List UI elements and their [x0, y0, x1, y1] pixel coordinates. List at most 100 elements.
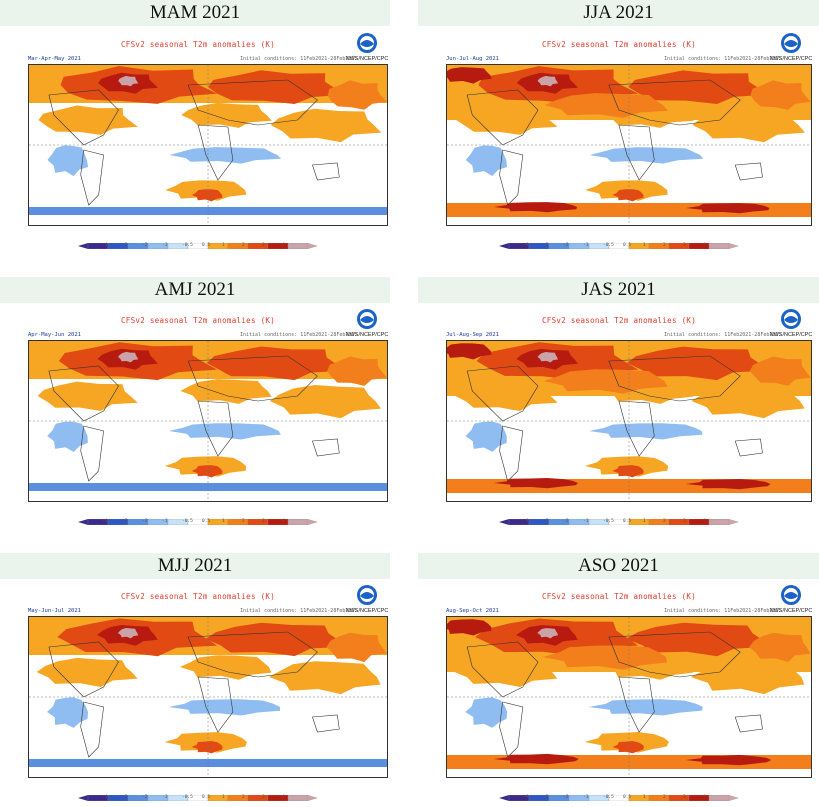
coastline [608, 631, 741, 678]
anomaly-region [191, 189, 223, 202]
colorbar-tick-label: 2 [663, 795, 666, 800]
colorbar-tick-label: -0.5 [603, 795, 614, 800]
colorbar [499, 512, 739, 526]
anomaly-region [191, 741, 223, 754]
anomaly-region [36, 657, 138, 687]
colorbar-tick-label: -1 [162, 519, 168, 524]
colorbar-tick-label: -1 [583, 519, 589, 524]
initial-conditions-label: Initial conditions: 11Feb2021-28Feb2021 [240, 56, 358, 62]
noaa-logo: NWS/NCEP/CPC [770, 32, 812, 62]
colorbar-tick-label: 4 [282, 795, 285, 800]
anomaly-region [493, 478, 578, 489]
colorbar-tick-label: -3 [543, 519, 549, 524]
colorbar-arrow-low [78, 519, 88, 525]
colorbar-tick-label: 1 [222, 519, 225, 524]
coastline [466, 365, 539, 422]
colorbar-tick-label: -1 [583, 795, 589, 800]
anomaly-region [612, 189, 644, 202]
coastline [734, 162, 763, 181]
anomaly-region [465, 145, 507, 176]
coastline [187, 631, 318, 678]
panel-title-amj: AMJ 2021 [154, 279, 236, 300]
colorbar-tick-label: 3 [683, 519, 686, 524]
noaa-logo-icon [357, 33, 377, 53]
colorbar-tick-labels: -4 -3 -2 -1 -0.5 0.5 1 2 3 4 [499, 243, 739, 249]
colorbar-tick-label: 0.5 [202, 243, 211, 248]
colorbar-tick-label: -4 [523, 795, 529, 800]
anomaly-map [28, 616, 388, 778]
colorbar-tick-label: -4 [102, 519, 108, 524]
coastline [197, 676, 234, 733]
colorbar-tick-label: 0.5 [623, 243, 632, 248]
colorbar-tick-label: -3 [122, 243, 128, 248]
anomaly-region [589, 423, 703, 440]
colorbar [78, 512, 318, 526]
anomaly-region [544, 93, 669, 118]
anomaly-region [493, 753, 579, 765]
anomaly-region [37, 381, 138, 411]
title-band-mjj: MJJ 2021 [0, 553, 390, 579]
anomaly-region [269, 385, 381, 419]
coastline [197, 400, 234, 457]
anomaly-region [179, 655, 272, 680]
anomaly-region [628, 70, 770, 104]
anomaly-region [589, 147, 704, 164]
anomaly-map [28, 340, 388, 502]
coastline [187, 355, 318, 402]
colorbar-arrow-high [308, 795, 318, 801]
map-panel-aso: CFSv2 seasonal T2m anomalies (K) NWS/NCEP… [424, 584, 814, 802]
anomaly-region [180, 379, 272, 404]
colorbar-tick-label: 3 [683, 243, 686, 248]
coastline [618, 124, 655, 181]
anomaly-region [749, 356, 811, 386]
initial-conditions-label: Initial conditions: 11Feb2021-28Feb2021 [240, 608, 358, 614]
anomaly-region [47, 421, 88, 452]
colorbar-tick-label: 1 [222, 795, 225, 800]
noaa-logo: NWS/NCEP/CPC [770, 308, 812, 338]
coastline [499, 425, 524, 482]
anomaly-region [455, 381, 558, 411]
map-title: CFSv2 seasonal T2m anomalies (K) [541, 40, 697, 49]
panel-title-mjj: MJJ 2021 [157, 555, 233, 576]
initial-conditions-label: Initial conditions: 11Feb2021-28Feb2021 [664, 332, 782, 338]
title-band-mam: MAM 2021 [0, 0, 390, 26]
anomaly-region [454, 658, 558, 687]
coastline [197, 124, 234, 181]
anomaly-region [543, 645, 667, 670]
coastline [618, 400, 655, 457]
map-title: CFSv2 seasonal T2m anomalies (K) [120, 40, 276, 49]
colorbar-tick-label: 0.5 [202, 795, 211, 800]
logo-text: NWS/NCEP/CPC [769, 56, 813, 62]
colorbar-tick-label: -0.5 [182, 519, 193, 524]
title-band-amj: AMJ 2021 [0, 277, 390, 303]
map-panel-mjj: CFSv2 seasonal T2m anomalies (K) NWS/NCEP… [6, 584, 390, 802]
noaa-logo-icon [781, 585, 801, 605]
colorbar-tick-label: 3 [683, 795, 686, 800]
colorbar-arrow-low [499, 243, 509, 249]
anomaly-region [685, 203, 770, 214]
anomaly-region [169, 147, 282, 164]
colorbar-tick-labels: -4 -3 -2 -1 -0.5 0.5 1 2 3 4 [78, 795, 318, 801]
noaa-logo-icon [357, 585, 377, 605]
colorbar-arrow-low [78, 795, 88, 801]
coastline [466, 89, 539, 146]
initial-conditions-label: Initial conditions: 11Feb2021-28Feb2021 [664, 56, 782, 62]
title-band-jas: JAS 2021 [418, 277, 819, 303]
map-panel-jja: CFSv2 seasonal T2m anomalies (K) NWS/NCEP… [424, 32, 814, 252]
colorbar-tick-label: 0.5 [623, 795, 632, 800]
anomaly-region [208, 70, 347, 104]
colorbar-tick-label: 0.5 [202, 519, 211, 524]
anomaly-region [465, 697, 508, 728]
coastline [311, 162, 340, 181]
colorbar-arrow-low [499, 795, 509, 801]
colorbar-tick-label: 1 [643, 519, 646, 524]
coastline [311, 438, 340, 457]
colorbar-tick-label: -1 [583, 243, 589, 248]
colorbar-tick-label: 1 [643, 795, 646, 800]
colorbar-tick-labels: -4 -3 -2 -1 -0.5 0.5 1 2 3 4 [78, 243, 318, 249]
colorbar-tick-label: -3 [122, 795, 128, 800]
panel-title-mam: MAM 2021 [149, 2, 241, 23]
colorbar-tick-labels: -4 -3 -2 -1 -0.5 0.5 1 2 3 4 [499, 795, 739, 801]
logo-text: NWS/NCEP/CPC [345, 608, 389, 614]
anomaly-region [206, 346, 347, 381]
